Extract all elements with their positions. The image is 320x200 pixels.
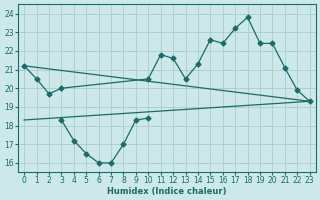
X-axis label: Humidex (Indice chaleur): Humidex (Indice chaleur) [107,187,227,196]
